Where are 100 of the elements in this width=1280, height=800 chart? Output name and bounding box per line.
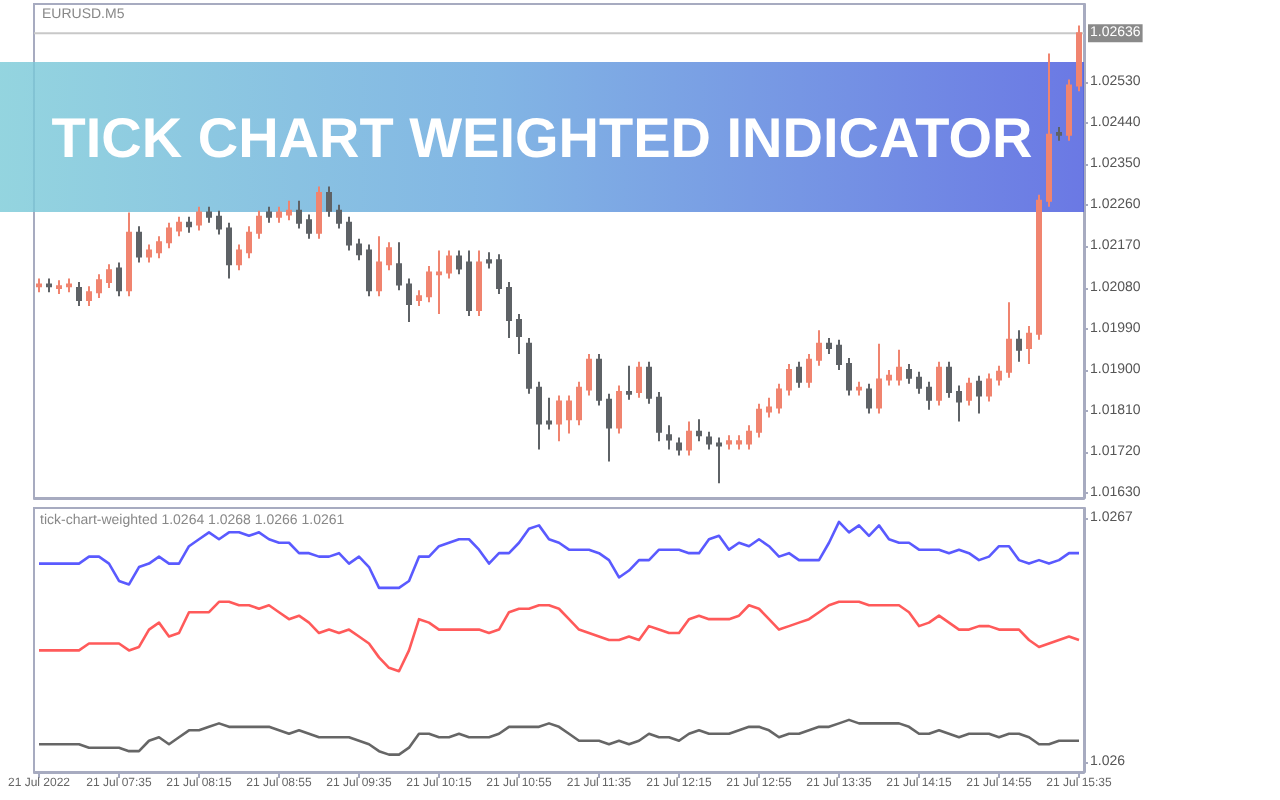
candlestick <box>656 390 662 443</box>
candlestick <box>306 213 312 240</box>
candlestick <box>76 281 82 307</box>
candlestick <box>426 265 432 304</box>
candlestick <box>606 392 612 463</box>
candlestick <box>506 281 512 339</box>
candlestick <box>706 430 712 451</box>
candlestick <box>396 241 402 292</box>
line-series <box>37 600 1081 673</box>
candlestick <box>246 225 252 260</box>
candlestick <box>826 336 832 355</box>
candlestick <box>736 434 742 451</box>
candlestick <box>366 243 372 298</box>
candlestick <box>756 402 762 439</box>
candlestick <box>906 362 912 385</box>
text: TICK CHART WEIGHTED INDICATOR <box>51 107 1033 169</box>
candlestick <box>1026 325 1032 365</box>
candlestick <box>536 380 542 451</box>
candlestick <box>266 205 272 224</box>
candlestick <box>326 185 332 218</box>
candlestick <box>206 205 212 224</box>
candlestick <box>476 249 482 317</box>
candlestick <box>1016 329 1022 363</box>
candlestick <box>796 360 802 389</box>
candlestick <box>566 394 572 435</box>
candlestick <box>946 360 952 399</box>
candlestick <box>1066 78 1072 142</box>
candlestick <box>176 215 182 238</box>
candlestick <box>406 277 412 323</box>
candlestick <box>316 185 322 240</box>
candlestick <box>186 215 192 234</box>
candlestick <box>286 199 292 222</box>
candlestick <box>876 342 882 415</box>
candlestick <box>866 382 872 415</box>
candlestick <box>126 211 132 298</box>
candlestick <box>576 380 582 427</box>
candlestick <box>156 235 162 260</box>
candlestick <box>916 370 922 395</box>
candlestick <box>86 285 92 307</box>
candlestick <box>386 241 392 272</box>
candlestick <box>766 396 772 419</box>
candlestick <box>1056 126 1062 142</box>
candlestick <box>716 436 722 485</box>
candlestick <box>806 352 812 389</box>
candlestick <box>456 249 462 276</box>
candlestick <box>726 434 732 451</box>
candlestick <box>96 273 102 300</box>
candlestick <box>526 336 532 395</box>
candlestick <box>846 357 852 397</box>
candlestick <box>1036 193 1042 341</box>
candlestick <box>336 203 342 230</box>
candlestick <box>986 372 992 403</box>
candlestick <box>376 235 382 298</box>
candlestick <box>436 249 442 316</box>
candlestick <box>926 380 932 411</box>
candlestick <box>696 418 702 443</box>
candlestick <box>556 394 562 443</box>
candlestick <box>966 376 972 407</box>
line-series <box>37 718 1081 756</box>
candlestick <box>646 360 652 405</box>
candlestick <box>346 215 352 252</box>
candlestick <box>786 362 792 397</box>
candlestick <box>1046 52 1052 208</box>
candlestick <box>66 277 72 294</box>
candlestick <box>886 368 892 387</box>
candlestick <box>356 237 362 262</box>
candlestick <box>136 225 142 264</box>
candlestick <box>676 436 682 457</box>
candlestick <box>196 205 202 232</box>
candlestick <box>416 289 422 307</box>
candlestick <box>56 279 62 295</box>
candlestick <box>146 243 152 264</box>
candlestick <box>486 251 492 270</box>
candlestick <box>856 380 862 397</box>
candlestick <box>936 360 942 407</box>
candlestick <box>586 352 592 397</box>
candlestick <box>116 261 122 298</box>
candlestick <box>546 396 552 431</box>
candlestick <box>46 277 52 294</box>
candlestick <box>636 360 642 399</box>
candlestick <box>36 277 42 294</box>
candlestick <box>976 374 982 415</box>
candlestick <box>1076 24 1082 93</box>
candlestick <box>516 313 522 355</box>
candlestick <box>236 243 242 272</box>
candlestick <box>446 249 452 280</box>
candlestick <box>216 209 222 236</box>
candlestick <box>496 253 502 295</box>
candlestick <box>256 209 262 240</box>
candlestick <box>296 199 302 230</box>
candlestick <box>616 384 622 435</box>
candlestick <box>816 329 822 367</box>
candlestick <box>166 221 172 250</box>
candlestick <box>466 249 472 317</box>
candlestick <box>996 364 1002 387</box>
candlestick <box>1006 301 1012 379</box>
candlestick <box>776 382 782 415</box>
candlestick <box>276 205 282 224</box>
candlestick <box>836 338 842 371</box>
candlestick <box>686 420 692 457</box>
